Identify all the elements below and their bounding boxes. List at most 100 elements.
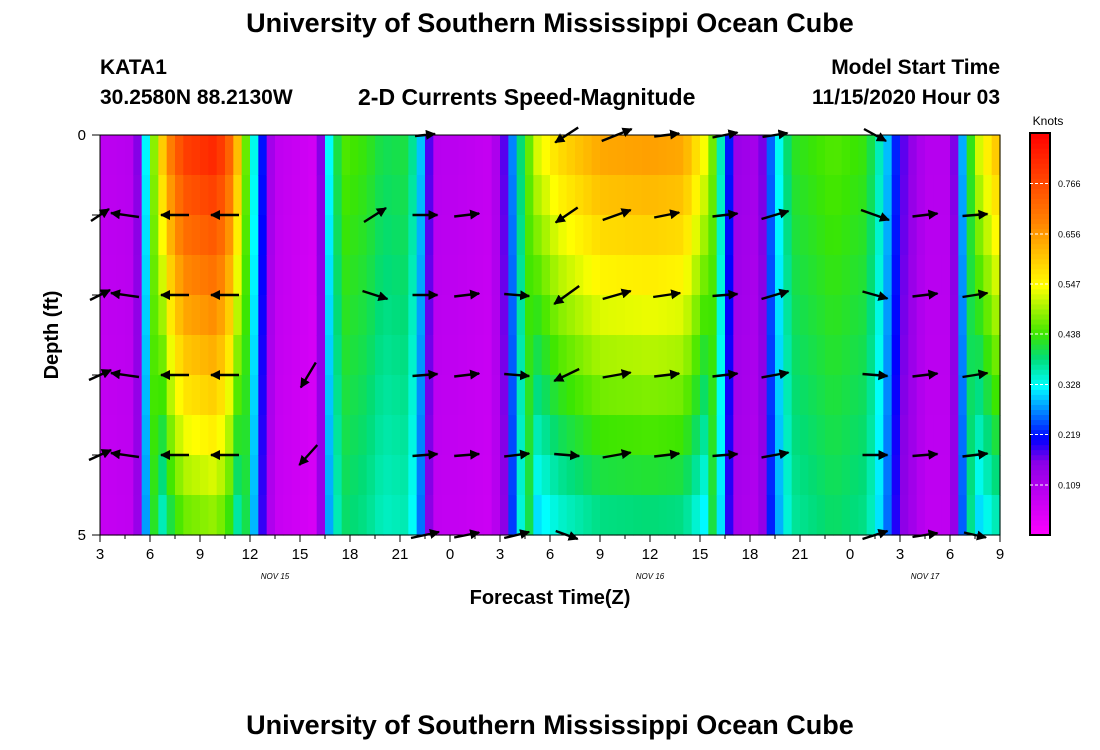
- heatmap-cell: [716, 335, 726, 376]
- heatmap-cell: [350, 295, 359, 336]
- heatmap-cell: [850, 415, 859, 456]
- colorbar-segment: [1030, 273, 1050, 280]
- heatmap-cell: [150, 375, 159, 416]
- heatmap-cell: [533, 455, 543, 496]
- heatmap-cell: [933, 295, 943, 336]
- heatmap-cell: [316, 135, 326, 176]
- heatmap-cell: [575, 495, 584, 536]
- current-vector: [454, 449, 481, 460]
- heatmap-cell: [333, 135, 343, 176]
- heatmap-cell: [291, 135, 301, 176]
- heatmap-cell: [691, 415, 701, 456]
- current-vector: [761, 288, 790, 301]
- heatmap-cell: [400, 135, 409, 176]
- heatmap-cell: [666, 175, 676, 216]
- heatmap-cell: [725, 175, 734, 216]
- heatmap-cell: [550, 175, 559, 216]
- x-tick-label: 12: [242, 546, 259, 563]
- heatmap-cell: [791, 255, 801, 296]
- x-tick-label: 3: [96, 546, 104, 563]
- heatmap-cell: [250, 135, 259, 176]
- heatmap-cell: [800, 215, 809, 256]
- heatmap-cell: [358, 415, 368, 456]
- heatmap-cell: [583, 135, 593, 176]
- heatmap-cell: [241, 295, 251, 336]
- heatmap-cell: [433, 135, 443, 176]
- axes: 3 6 9 12 15 18 21 0 3 6 9 12 15 18 21 0 3 6 9 NOV 15 NOV 16 N…: [78, 127, 1005, 581]
- heatmap-cell: [441, 255, 451, 296]
- heatmap-cell: [891, 215, 901, 256]
- heatmap-cell: [600, 415, 609, 456]
- heatmap-cell: [450, 295, 459, 336]
- heatmap-cell: [450, 495, 459, 536]
- heatmap-cell: [966, 215, 976, 256]
- heatmap-cell: [450, 255, 459, 296]
- heatmap-cell: [991, 215, 1001, 256]
- heatmap-cell: [941, 375, 951, 416]
- heatmap-cell: [308, 295, 318, 336]
- heatmap-cell: [566, 215, 576, 256]
- heatmap-cell: [108, 415, 118, 456]
- heatmap-cell: [650, 175, 659, 216]
- heatmap-cell: [966, 295, 976, 336]
- heatmap-cells: [100, 135, 1001, 536]
- heatmap-cell: [341, 215, 351, 256]
- heatmap-cell: [475, 255, 484, 296]
- heatmap-cell: [641, 175, 651, 216]
- heatmap-cell: [250, 255, 259, 296]
- heatmap-cell: [816, 375, 826, 416]
- current-vector: [504, 290, 531, 301]
- heatmap-cell: [283, 335, 293, 376]
- heatmap-cell: [291, 175, 301, 216]
- colorbar-segment: [1030, 163, 1050, 169]
- heatmap-cell: [408, 335, 418, 376]
- heatmap-cell: [633, 495, 643, 536]
- heatmap-cell: [933, 375, 943, 416]
- heatmap-cell: [891, 255, 901, 296]
- heatmap-cell: [225, 335, 234, 376]
- heatmap-cell: [575, 335, 584, 376]
- colorbar-segment: [1030, 339, 1050, 345]
- heatmap-cell: [483, 415, 493, 456]
- current-vector: [504, 449, 531, 460]
- current-vector: [912, 209, 939, 220]
- heatmap-cell: [741, 135, 751, 176]
- heatmap-cell: [758, 135, 768, 176]
- heatmap-cell: [258, 335, 268, 376]
- heatmap-cell: [791, 495, 801, 536]
- heatmap-cell: [483, 455, 493, 496]
- heatmap-cell: [350, 415, 359, 456]
- heatmap-cell: [358, 495, 368, 536]
- heatmap-cell: [150, 255, 159, 296]
- heatmap-cell: [108, 495, 118, 536]
- x-tick-label: 15: [692, 546, 709, 563]
- heatmap-cell: [766, 455, 776, 496]
- heatmap-cell: [408, 255, 418, 296]
- heatmap-cell: [675, 175, 684, 216]
- heatmap-cell: [391, 335, 401, 376]
- heatmap-cell: [983, 375, 993, 416]
- heatmap-cell: [425, 215, 434, 256]
- heatmap-cell: [158, 295, 168, 336]
- heatmap-cell: [416, 135, 426, 176]
- heatmap-cell: [100, 175, 109, 216]
- heatmap-cell: [508, 495, 518, 536]
- heatmap-cell: [625, 375, 634, 416]
- heatmap-cell: [841, 335, 851, 376]
- heatmap-cell: [283, 215, 293, 256]
- footer-title: University of Southern Mississippi Ocean…: [246, 710, 854, 740]
- heatmap-cell: [341, 335, 351, 376]
- heatmap-cell: [675, 135, 684, 176]
- heatmap-cell: [241, 375, 251, 416]
- heatmap-cell: [591, 335, 601, 376]
- heatmap-cell: [491, 135, 501, 176]
- heatmap-cell: [941, 215, 951, 256]
- heatmap-cell: [391, 375, 401, 416]
- current-vector: [654, 369, 681, 380]
- heatmap-cell: [441, 135, 451, 176]
- heatmap-cell: [108, 375, 118, 416]
- heatmap-cell: [475, 415, 484, 456]
- heatmap-cell: [766, 335, 776, 376]
- colorbar-segment: [1030, 429, 1050, 436]
- heatmap-cell: [150, 335, 159, 376]
